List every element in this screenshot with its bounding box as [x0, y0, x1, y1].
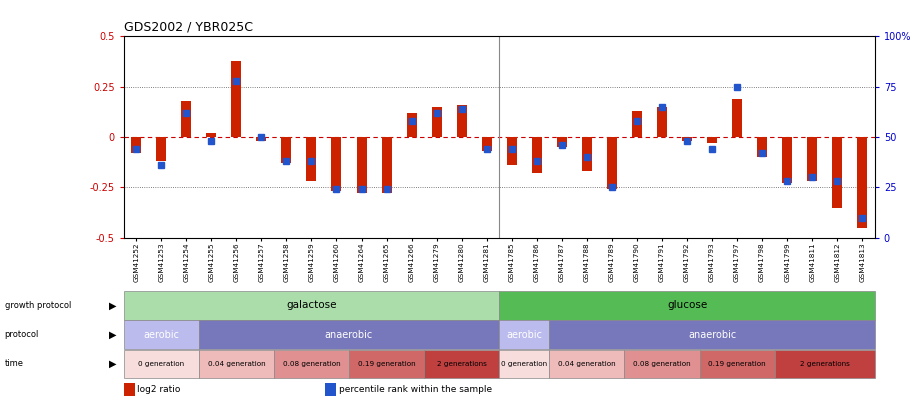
Bar	[199, 320, 499, 349]
Bar	[807, 137, 817, 181]
Text: 0.08 generation: 0.08 generation	[633, 361, 691, 367]
Bar	[482, 137, 492, 151]
Text: 0.19 generation: 0.19 generation	[708, 361, 766, 367]
Bar	[325, 383, 336, 396]
Bar	[532, 137, 541, 173]
Bar	[582, 137, 592, 171]
Text: 2 generations: 2 generations	[437, 361, 486, 367]
Bar	[124, 383, 135, 396]
Text: percentile rank within the sample: percentile rank within the sample	[339, 385, 492, 394]
Bar	[274, 350, 349, 378]
Text: 0.04 generation: 0.04 generation	[208, 361, 265, 367]
Bar	[499, 291, 875, 320]
Text: anaerobic: anaerobic	[325, 330, 373, 339]
Text: log2 ratio: log2 ratio	[137, 385, 180, 394]
Bar	[707, 137, 717, 143]
Text: aerobic: aerobic	[507, 330, 542, 339]
Bar	[356, 137, 366, 194]
Bar	[124, 350, 199, 378]
Text: glucose: glucose	[667, 301, 707, 310]
Bar	[857, 137, 867, 228]
Bar	[775, 350, 875, 378]
Bar	[782, 137, 792, 183]
Bar	[557, 137, 567, 147]
Text: ▶: ▶	[109, 359, 116, 369]
Bar	[281, 137, 291, 163]
Text: 0.04 generation: 0.04 generation	[558, 361, 616, 367]
Bar	[349, 350, 424, 378]
Bar	[307, 137, 316, 181]
Bar	[499, 320, 550, 349]
Bar	[550, 350, 625, 378]
Text: ▶: ▶	[109, 330, 116, 339]
Text: galactose: galactose	[286, 301, 337, 310]
Bar	[131, 137, 141, 153]
Text: growth protocol: growth protocol	[5, 301, 71, 310]
Bar	[431, 107, 442, 137]
Bar	[625, 350, 700, 378]
Text: time: time	[5, 359, 24, 368]
Text: 0 generation: 0 generation	[501, 361, 548, 367]
Bar	[507, 137, 517, 165]
Bar	[499, 350, 550, 378]
Text: 2 generations: 2 generations	[800, 361, 850, 367]
Bar	[124, 291, 499, 320]
Text: aerobic: aerobic	[143, 330, 180, 339]
Bar	[332, 137, 342, 192]
Text: GDS2002 / YBR025C: GDS2002 / YBR025C	[124, 21, 253, 34]
Bar	[682, 137, 692, 141]
Bar	[732, 99, 742, 137]
Bar	[407, 113, 417, 137]
Text: anaerobic: anaerobic	[688, 330, 736, 339]
Bar	[632, 111, 642, 137]
Bar	[700, 350, 775, 378]
Text: 0.19 generation: 0.19 generation	[358, 361, 415, 367]
Bar	[157, 137, 166, 161]
Bar	[382, 137, 391, 194]
Bar	[833, 137, 842, 207]
Bar	[206, 133, 216, 137]
Text: ▶: ▶	[109, 301, 116, 310]
Bar	[199, 350, 274, 378]
Text: 0.08 generation: 0.08 generation	[283, 361, 340, 367]
Text: 0 generation: 0 generation	[138, 361, 184, 367]
Bar	[457, 105, 466, 137]
Bar	[550, 320, 875, 349]
Bar	[758, 137, 767, 157]
Text: protocol: protocol	[5, 330, 39, 339]
Bar	[232, 61, 241, 137]
Bar	[657, 107, 667, 137]
Bar	[256, 137, 267, 141]
Bar	[124, 320, 199, 349]
Bar	[607, 137, 616, 190]
Bar	[424, 350, 499, 378]
Bar	[181, 101, 191, 137]
